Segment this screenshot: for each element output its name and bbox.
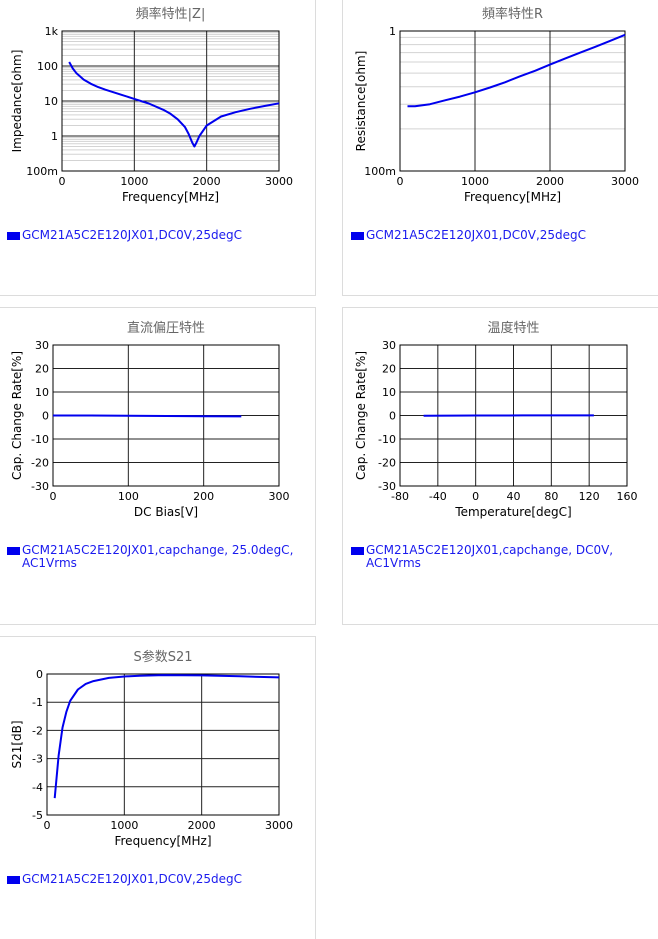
temperature-legend: GCM21A5C2E120JX01,capchange, DC0V, AC1Vr… <box>351 544 651 570</box>
x-tick-label: 100 <box>118 490 139 503</box>
x-axis-label: DC Bias[V] <box>134 505 198 519</box>
chart-title: 温度特性 <box>487 320 539 336</box>
y-tick-label: 100 <box>37 60 58 73</box>
x-axis-label: Frequency[MHz] <box>464 190 561 204</box>
x-tick-label: -80 <box>391 490 409 503</box>
legend-swatch <box>351 232 364 240</box>
y-tick-label: -4 <box>32 781 43 794</box>
chart-title: 直流偏圧特性 <box>127 321 205 336</box>
x-tick-label: 300 <box>269 490 290 503</box>
resistance-chart-panel: 100m 1 0 1000 2000 3000 頻率特性R Frequency[MHz] Res… <box>342 0 658 296</box>
x-tick-label: 1000 <box>110 819 138 832</box>
resistance-chart: 100m 1 0 1000 2000 3000 頻率特性R Frequency[MHz] Res… <box>343 0 658 214</box>
y-axis-label: Impedance[ohm] <box>10 50 24 153</box>
y-tick-label: 10 <box>382 386 396 399</box>
legend-label: GCM21A5C2E120JX01,capchange, 25.0degC, A… <box>22 544 307 570</box>
impedance-chart-panel: 100m 1 10 100 1k 0 1000 2000 3000 頻率特性|Z| Frequenc… <box>0 0 316 296</box>
x-tick-label: 40 <box>507 490 521 503</box>
y-tick-label: 1k <box>45 25 59 38</box>
x-tick-label: 2000 <box>536 175 564 188</box>
y-tick-label: -30 <box>31 480 49 493</box>
x-tick-label: 2000 <box>193 175 221 188</box>
x-tick-label: 160 <box>617 490 638 503</box>
y-tick-label: -1 <box>32 696 43 709</box>
x-tick-label: 0 <box>50 490 57 503</box>
y-tick-label: -20 <box>378 457 396 470</box>
y-tick-label: 100m <box>26 165 58 178</box>
x-tick-label: 120 <box>579 490 600 503</box>
y-tick-label: 0 <box>389 410 396 423</box>
legend-swatch <box>7 232 20 240</box>
chart-title: S参数S21 <box>133 649 192 665</box>
y-tick-label: 100m <box>364 165 396 178</box>
resistance-legend: GCM21A5C2E120JX01,DC0V,25degC <box>351 229 651 242</box>
y-tick-label: 0 <box>36 668 43 681</box>
x-tick-label: 3000 <box>611 175 639 188</box>
chart-title: 頻率特性|Z| <box>136 6 206 22</box>
x-axis-label: Temperature[degC] <box>454 505 571 519</box>
legend-label: GCM21A5C2E120JX01,DC0V,25degC <box>22 229 307 242</box>
legend-label: GCM21A5C2E120JX01,capchange, DC0V, AC1Vr… <box>366 544 651 570</box>
plot-frame <box>47 674 279 815</box>
y-tick-label: -5 <box>32 809 43 822</box>
x-axis-label: Frequency[MHz] <box>122 190 219 204</box>
s21-chart: -5 -4 -3 -2 -1 0 0 1000 2000 3000 S参数S21 Frequency[… <box>0 637 315 862</box>
y-axis-label: S21[dB] <box>10 720 24 768</box>
legend-label: GCM21A5C2E120JX01,DC0V,25degC <box>22 873 307 886</box>
y-tick-label: -2 <box>32 724 43 737</box>
x-tick-label: 200 <box>193 490 214 503</box>
y-tick-label: -20 <box>31 457 49 470</box>
x-axis-label: Frequency[MHz] <box>114 834 211 848</box>
s21-legend: GCM21A5C2E120JX01,DC0V,25degC <box>7 873 307 886</box>
legend-label: GCM21A5C2E120JX01,DC0V,25degC <box>366 229 651 242</box>
x-tick-label: 3000 <box>265 819 293 832</box>
x-tick-label: -40 <box>429 490 447 503</box>
y-axis-label: Cap. Change Rate[%] <box>10 351 24 480</box>
x-tick-label: 2000 <box>188 819 216 832</box>
y-axis-label: Resistance[ohm] <box>354 51 368 152</box>
s21-chart-panel: -5 -4 -3 -2 -1 0 0 1000 2000 3000 S参数S21 Frequency[… <box>0 636 316 939</box>
x-tick-label: 0 <box>472 490 479 503</box>
legend-swatch <box>7 876 20 884</box>
y-tick-label: 30 <box>35 339 49 352</box>
x-tick-label: 1000 <box>461 175 489 188</box>
y-tick-label: -10 <box>31 433 49 446</box>
x-tick-label: 0 <box>59 175 66 188</box>
y-tick-label: 10 <box>44 95 58 108</box>
x-tick-label: 0 <box>397 175 404 188</box>
y-tick-label: -3 <box>32 753 43 766</box>
y-axis-label: Cap. Change Rate[%] <box>354 351 368 480</box>
plot-frame <box>400 31 625 171</box>
y-tick-label: 1 <box>389 25 396 38</box>
x-tick-label: 80 <box>544 490 558 503</box>
y-tick-label: 30 <box>382 339 396 352</box>
y-tick-label: 20 <box>382 363 396 376</box>
y-tick-label: -10 <box>378 433 396 446</box>
y-tick-label: 20 <box>35 363 49 376</box>
series-line <box>55 675 279 798</box>
x-tick-label: 0 <box>44 819 51 832</box>
x-tick-label: 1000 <box>120 175 148 188</box>
series-line <box>53 416 241 417</box>
impedance-legend: GCM21A5C2E120JX01,DC0V,25degC <box>7 229 307 242</box>
y-tick-label: 10 <box>35 386 49 399</box>
impedance-chart: 100m 1 10 100 1k 0 1000 2000 3000 頻率特性|Z| Frequenc… <box>0 0 315 214</box>
y-tick-label: 1 <box>51 130 58 143</box>
x-tick-label: 3000 <box>265 175 293 188</box>
legend-swatch <box>7 547 20 555</box>
legend-swatch <box>351 547 364 555</box>
series-line <box>408 35 626 107</box>
dc-bias-legend: GCM21A5C2E120JX01,capchange, 25.0degC, A… <box>7 544 307 570</box>
y-tick-label: 0 <box>42 410 49 423</box>
chart-title: 頻率特性R <box>482 6 543 22</box>
